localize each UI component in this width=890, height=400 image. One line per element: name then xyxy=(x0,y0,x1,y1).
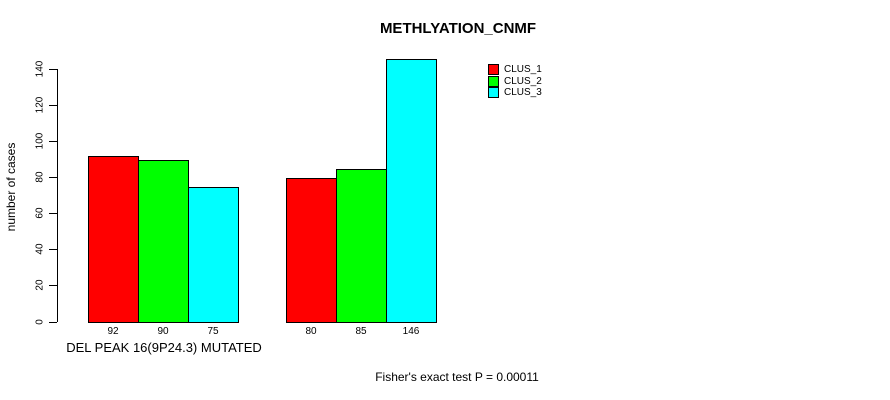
y-axis-tick xyxy=(49,69,57,70)
y-axis-tick-label: 40 xyxy=(34,243,46,255)
y-axis-line xyxy=(57,69,58,322)
legend-item: CLUS_1 xyxy=(488,64,542,76)
y-axis-tick xyxy=(49,141,57,143)
bar-value-label: 146 xyxy=(402,326,420,337)
legend-item-label: CLUS_2 xyxy=(504,75,542,87)
y-axis-tick xyxy=(49,249,57,251)
y-axis-tick xyxy=(49,321,57,323)
bar-value-label: 92 xyxy=(107,326,119,337)
bar-value-label: 75 xyxy=(207,326,219,337)
bar xyxy=(386,59,437,323)
legend-color-swatch xyxy=(488,75,499,87)
y-axis-tick-label: 20 xyxy=(34,279,46,291)
y-axis-tick-label: 60 xyxy=(34,207,46,219)
bar-value-label: 85 xyxy=(355,326,367,337)
y-axis-tick-label: 120 xyxy=(34,96,46,114)
legend-color-swatch xyxy=(488,64,499,76)
legend-item-label: CLUS_1 xyxy=(504,64,542,76)
y-axis-tick xyxy=(49,213,57,215)
bar xyxy=(88,156,139,323)
bar xyxy=(286,178,337,323)
footer-annotation: Fisher's exact test P = 0.00011 xyxy=(375,370,539,384)
y-axis-tick-label: 0 xyxy=(34,318,46,325)
y-axis-tick xyxy=(49,105,57,107)
y-axis-tick xyxy=(49,285,57,287)
y-axis-tick xyxy=(49,177,57,179)
legend-item-label: CLUS_3 xyxy=(504,87,542,99)
legend-color-swatch xyxy=(488,87,499,99)
y-axis-title: number of cases xyxy=(4,142,18,232)
legend-item: CLUS_2 xyxy=(488,75,542,88)
y-axis-tick-label: 140 xyxy=(34,60,46,78)
y-axis-tick-label: 100 xyxy=(34,132,46,150)
legend-item: CLUS_3 xyxy=(488,87,542,99)
chart-title: METHLYATION_CNMF xyxy=(379,20,537,37)
bar-value-label: 90 xyxy=(157,326,169,337)
y-axis-tick-label: 80 xyxy=(34,171,46,183)
x-axis-title: DEL PEAK 16(9P24.3) MUTATED xyxy=(66,340,262,355)
bar xyxy=(188,187,239,323)
legend: CLUS_1 CLUS_2 CLUS_3 xyxy=(488,64,542,99)
bar xyxy=(336,169,387,323)
bar-value-label: 80 xyxy=(305,326,317,337)
bar xyxy=(138,160,189,323)
